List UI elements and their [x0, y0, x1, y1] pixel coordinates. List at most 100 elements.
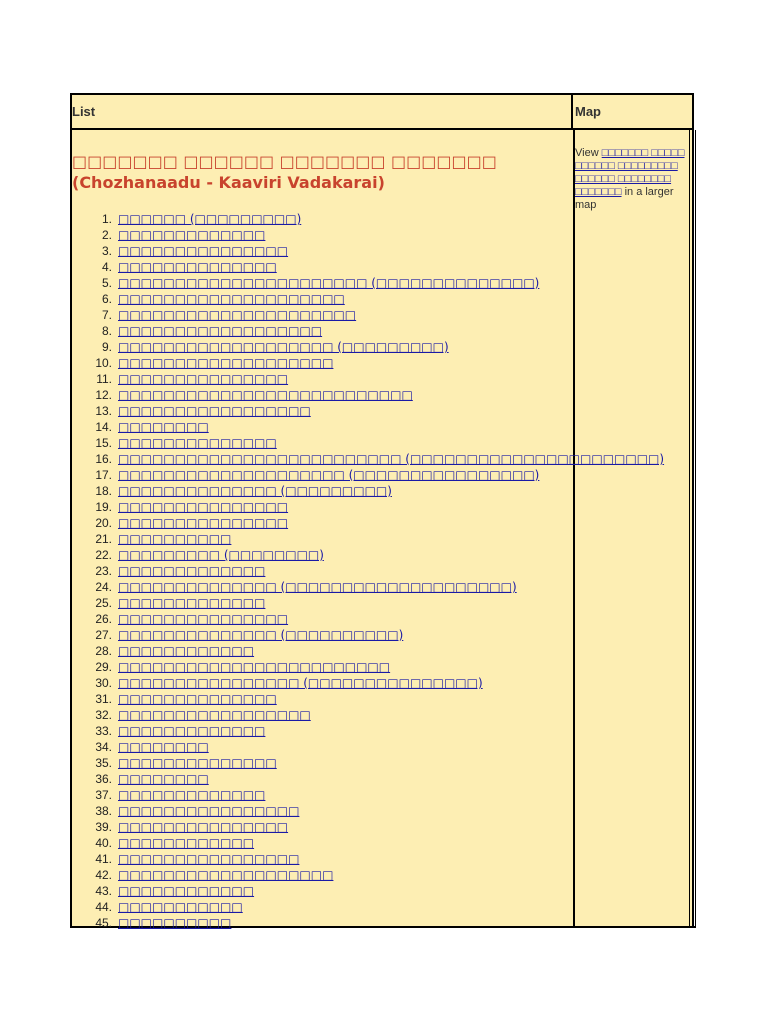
- place-link[interactable]: □□□□□□□□□□□□□: [118, 788, 266, 802]
- place-link[interactable]: □□□□□□□□□□□□□□□: [118, 612, 289, 626]
- list-item-number: 17.: [95, 468, 112, 482]
- section-title: □□□□□□□ □□□□□□ □□□□□□□ □□□□□□□ (Chozhana…: [72, 152, 497, 192]
- place-link[interactable]: □□□□□□□□□□□□□□□: [118, 372, 289, 386]
- place-link[interactable]: □□□□□□□□□□□□□□□□□□□□: [118, 292, 345, 306]
- list-item-number: 38.: [95, 804, 112, 818]
- list-item-number: 4.: [101, 260, 112, 274]
- list-item-number: 45.: [95, 916, 112, 930]
- list-item-number: 12.: [95, 388, 112, 402]
- place-link[interactable]: □□□□□□□□□□□□□□□□□□□ (□□□□□□□□□): [118, 340, 449, 354]
- place-link[interactable]: □□□□□□□□□□□□□□□□: [118, 804, 300, 818]
- list-item-number: 35.: [95, 756, 112, 770]
- place-link[interactable]: □□□□□□□□□□□□□□□: [118, 516, 289, 530]
- place-link[interactable]: □□□□□□□□: [118, 740, 209, 754]
- list-item-number: 10.: [95, 356, 112, 370]
- list-item-number: 22.: [95, 548, 112, 562]
- place-link[interactable]: □□□□□□□□□□□□□□□□□□□□□□□□□ (□□□□□□□□□□□□□…: [118, 452, 665, 466]
- place-link[interactable]: □□□□□□□□□□□□□□□: [118, 820, 289, 834]
- list-item-number: 33.: [95, 724, 112, 738]
- list-item-number: 8.: [101, 324, 112, 338]
- map-column-header: Map: [575, 104, 601, 119]
- list-item-number: 39.: [95, 820, 112, 834]
- place-link[interactable]: □□□□□□□□□□□□□: [118, 596, 266, 610]
- list-item-number: 14.: [95, 420, 112, 434]
- place-link[interactable]: □□□□□□□□□□□□□□: [118, 692, 277, 706]
- place-link[interactable]: □□□□□□□□□□□□□: [118, 228, 266, 242]
- list-item-number: 24.: [95, 580, 112, 594]
- map-cell: View □□□□□□□ □□□□□ □□□□□□ □□□□□□□□□ □□□□…: [575, 147, 691, 212]
- list-item-number: 2.: [101, 228, 112, 242]
- place-link[interactable]: □□□□□□□□□□□□□□: [118, 436, 277, 450]
- place-link[interactable]: □□□□□□□□□□□□□□□□□□: [118, 324, 323, 338]
- list-item-number: 19.: [95, 500, 112, 514]
- place-link[interactable]: □□□□□□□□□□□□□□□□: [118, 852, 300, 866]
- place-link[interactable]: □□□□□□□□: [118, 772, 209, 786]
- map-view-prefix: View: [575, 147, 602, 159]
- place-link[interactable]: □□□□□□□□□□□□□□ (□□□□□□□□□): [118, 484, 392, 498]
- place-link[interactable]: □□□□□□□□□□□□□□□□□□□□□□□□□□: [118, 388, 413, 402]
- list-column-header: List: [72, 95, 573, 128]
- place-link[interactable]: □□□□□□□□□□□□□□□□□: [118, 404, 311, 418]
- list-item-number: 9.: [101, 340, 112, 354]
- list-item-number: 29.: [95, 660, 112, 674]
- place-link[interactable]: □□□□□□□□□□□□□□□: [118, 500, 289, 514]
- place-link[interactable]: □□□□□□□□□□□□□□□□□□□□□: [118, 308, 357, 322]
- list-item-number: 16.: [95, 452, 112, 466]
- list-item-number: 6.: [101, 292, 112, 306]
- list-item-number: 1.: [101, 212, 112, 226]
- list-item-number: 43.: [95, 884, 112, 898]
- list-item-number: 11.: [96, 372, 112, 386]
- list-item-number: 5.: [101, 276, 112, 290]
- list-item-number: 31.: [95, 692, 112, 706]
- list-item-number: 40.: [95, 836, 112, 850]
- list-item-number: 44.: [95, 900, 112, 914]
- bottom-border: [70, 926, 696, 928]
- place-link[interactable]: □□□□□□□□□□□□: [118, 884, 255, 898]
- place-link[interactable]: □□□□□□□□□□□□□□ (□□□□□□□□□□□□□□□□□□□□): [118, 580, 517, 594]
- place-link[interactable]: □□□□□□□□□□□□□□□□□□□: [118, 356, 334, 370]
- place-link[interactable]: □□□□□□□□□□□□: [118, 644, 255, 658]
- larger-map-link[interactable]: □□□□□□□ □□□□□ □□□□□□ □□□□□□□□□ □□□□□□ □□…: [575, 147, 685, 198]
- place-link[interactable]: □□□□□□□□□□□□□: [118, 564, 266, 578]
- list-item-number: 37.: [95, 788, 112, 802]
- place-link[interactable]: □□□□□□□□□□: [118, 532, 232, 546]
- list-item-number: 32.: [95, 708, 112, 722]
- place-link[interactable]: □□□□□□□□□□□□□□□□□□□□□□□□: [118, 660, 391, 674]
- place-link[interactable]: □□□□□□ (□□□□□□□□□): [118, 212, 302, 226]
- place-link[interactable]: □□□□□□□□□□□□□□: [118, 260, 277, 274]
- list-item-number: 42.: [95, 868, 112, 882]
- place-link[interactable]: □□□□□□□□□□□□□: [118, 724, 266, 738]
- list-item-number: 41.: [95, 852, 112, 866]
- table-header-row: List Map: [72, 95, 692, 130]
- place-link[interactable]: □□□□□□□□□□□□□□□□□: [118, 708, 311, 722]
- right-border-outer: [695, 130, 696, 928]
- list-item-number: 26.: [95, 612, 112, 626]
- list-item-number: 3.: [101, 244, 112, 258]
- place-link[interactable]: □□□□□□□□□□□□□□□□□□□: [118, 868, 334, 882]
- place-link[interactable]: □□□□□□□□□□□□□□□: [118, 244, 289, 258]
- list-item-number: 30.: [95, 676, 112, 690]
- place-link[interactable]: □□□□□□□□□□□: [118, 900, 243, 914]
- place-link[interactable]: □□□□□□□□□□□□□□ (□□□□□□□□□□): [118, 628, 404, 642]
- right-border-inner: [689, 130, 690, 926]
- list-item-number: 27.: [95, 628, 112, 642]
- list-item-number: 36.: [95, 772, 112, 786]
- place-link[interactable]: □□□□□□□□□□□□□□□□□□□□□□ (□□□□□□□□□□□□□□): [118, 276, 540, 290]
- place-link[interactable]: □□□□□□□□□□□□: [118, 836, 255, 850]
- map-view-suffix: in a larger map: [575, 186, 674, 211]
- place-link[interactable]: □□□□□□□□□□□□□□: [118, 756, 277, 770]
- place-link[interactable]: □□□□□□□□□ (□□□□□□□□): [118, 548, 324, 562]
- list-item-number: 34.: [95, 740, 112, 754]
- place-link[interactable]: □□□□□□□□□□: [118, 916, 232, 930]
- list-item-number: 18.: [95, 484, 112, 498]
- list-item-number: 20.: [95, 516, 112, 530]
- place-link[interactable]: □□□□□□□□□□□□□□□□ (□□□□□□□□□□□□□□□): [118, 676, 483, 690]
- column-divider: [573, 130, 575, 926]
- list-item-number: 23.: [95, 564, 112, 578]
- place-link[interactable]: □□□□□□□□□□□□□□□□□□□□ (□□□□□□□□□□□□□□□□): [118, 468, 540, 482]
- place-link[interactable]: □□□□□□□□: [118, 420, 209, 434]
- places-table: List Map □□□□□□□ □□□□□□ □□□□□□□ □□□□□□□ …: [70, 93, 696, 930]
- list-item-number: 25.: [95, 596, 112, 610]
- list-item-number: 13.: [95, 404, 112, 418]
- list-item-number: 15.: [95, 436, 112, 450]
